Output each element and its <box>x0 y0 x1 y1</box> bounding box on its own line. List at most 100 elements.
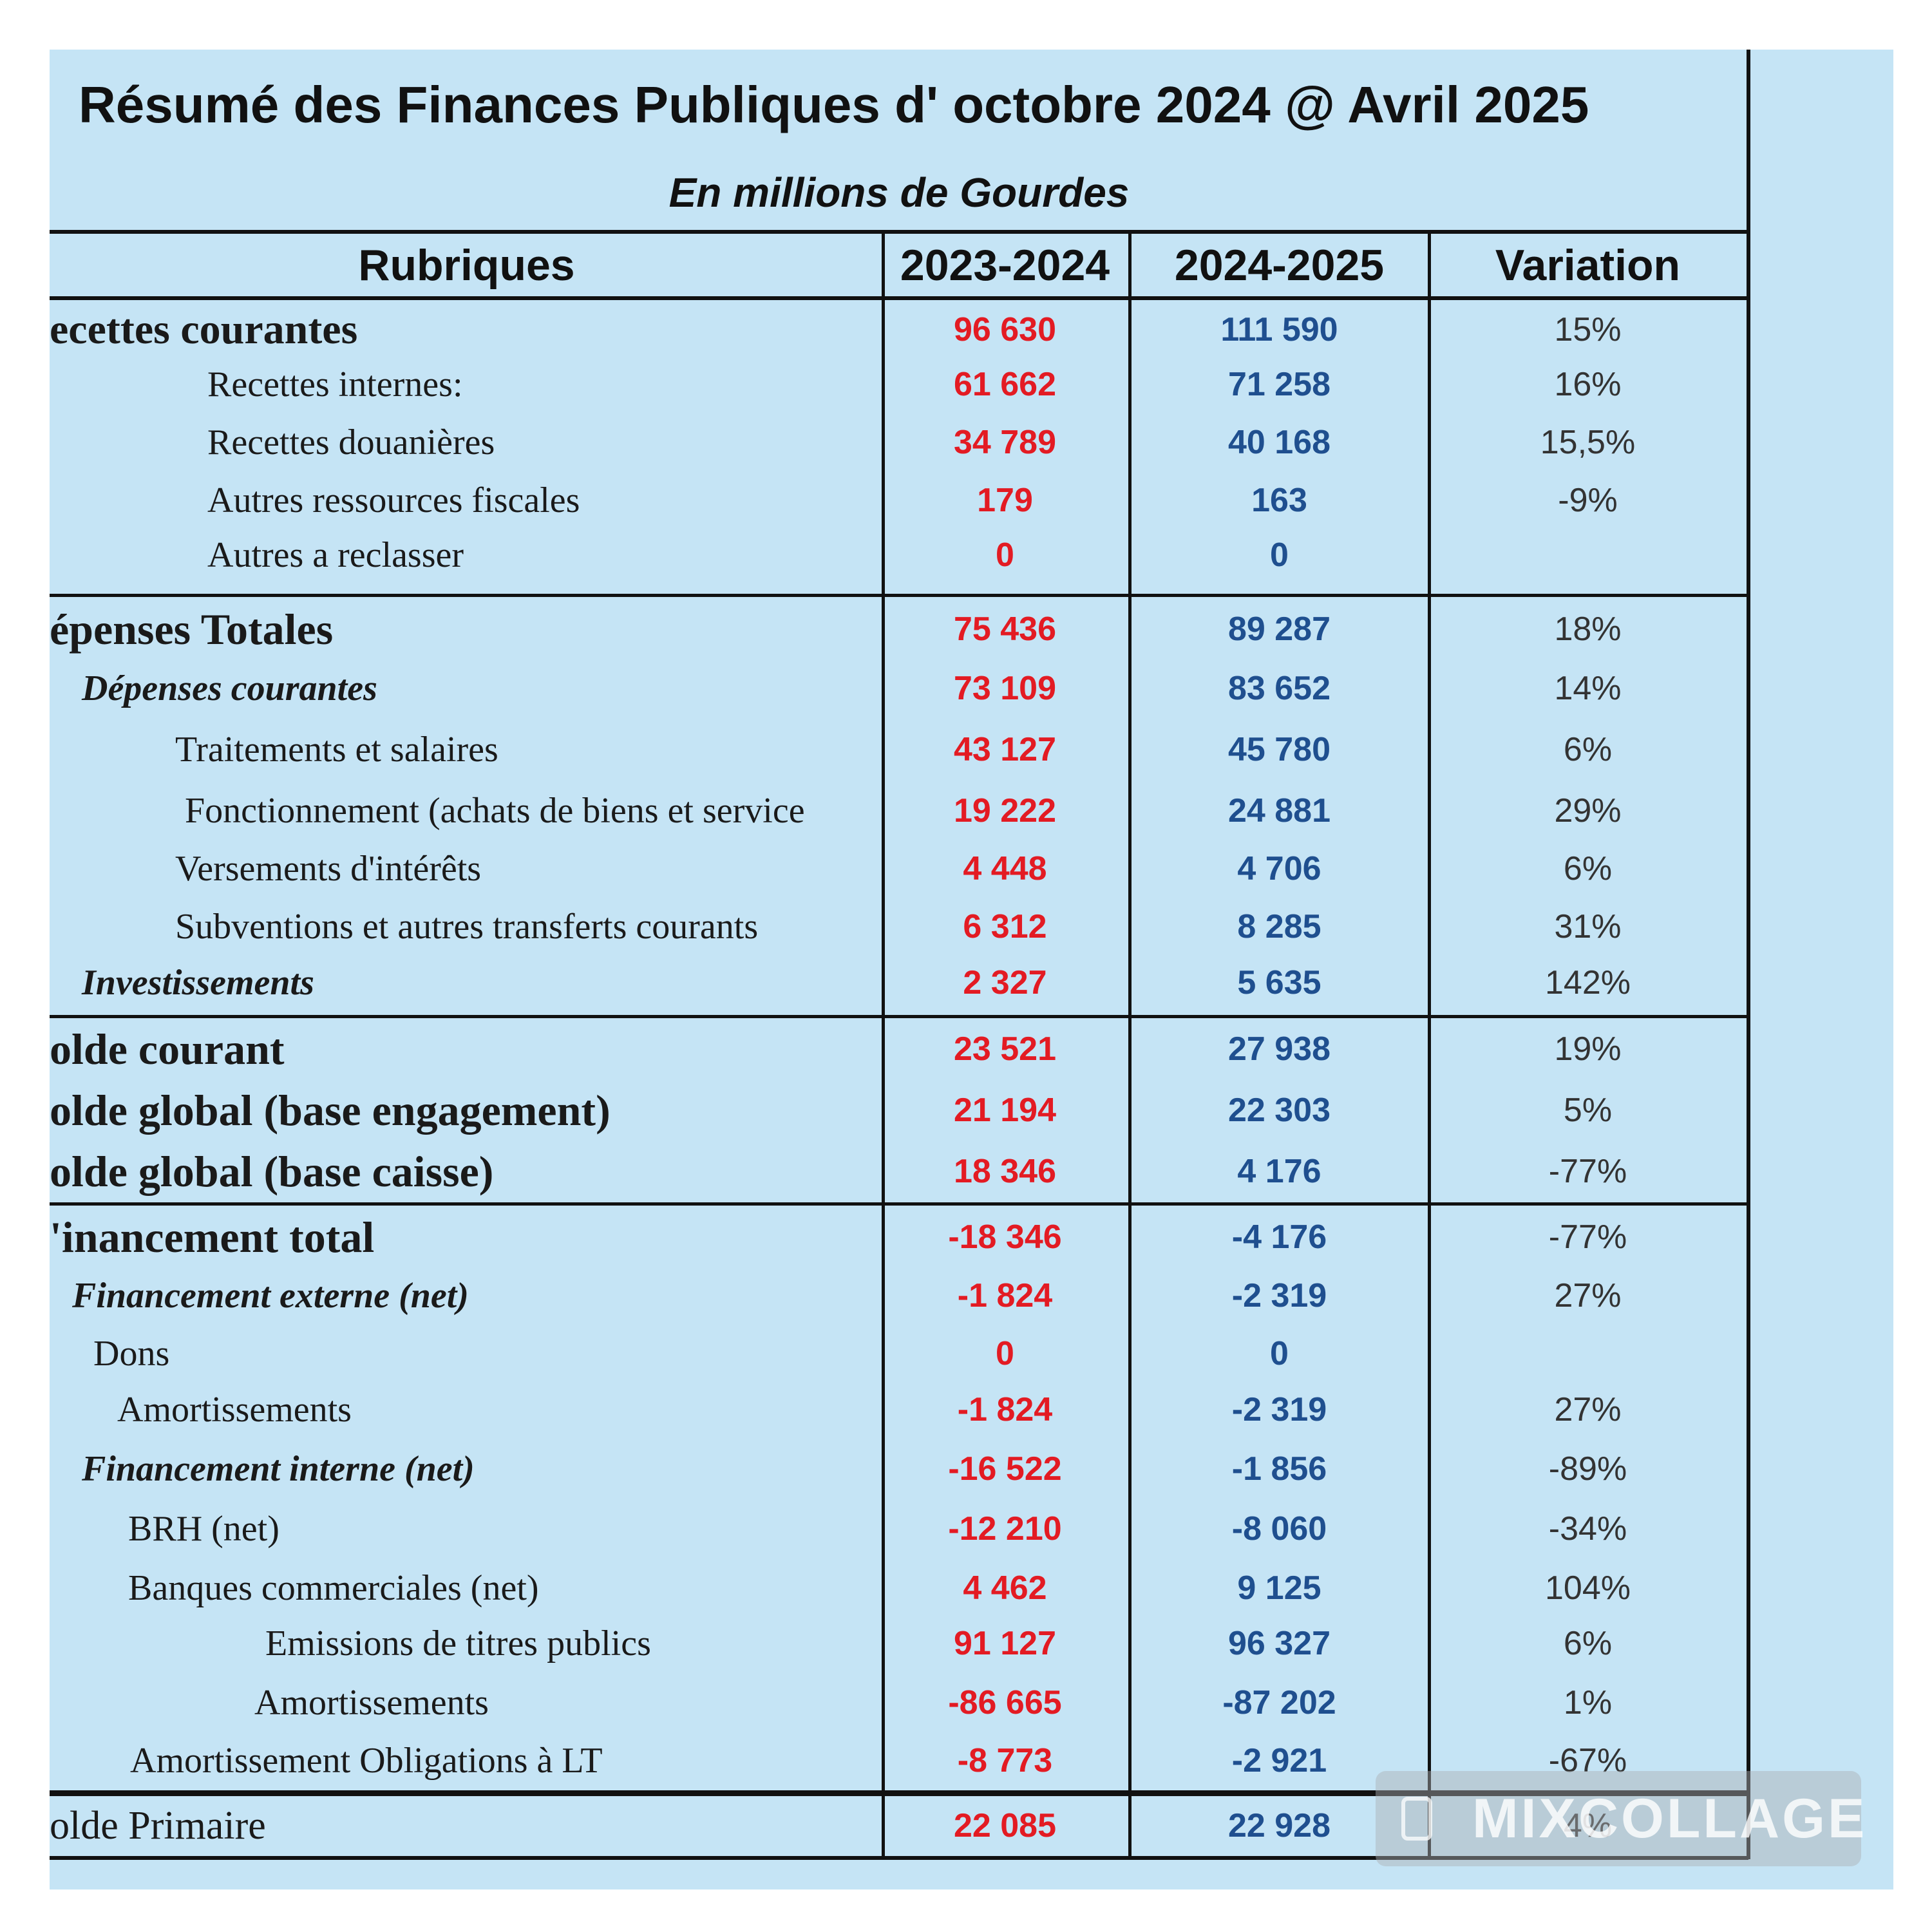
watermark-badge: MIXCOLLAGE <box>1376 1771 1864 1866</box>
value-variation: 6% <box>1563 850 1613 887</box>
row-label: BRH (net) <box>128 1509 279 1549</box>
table-row: Recettes internes: 61 662 71 258 16% <box>50 359 1748 410</box>
value-2023-2024: 75 436 <box>953 611 1057 648</box>
document-background: Résumé des Finances Publiques d' octobre… <box>50 50 1893 1889</box>
row-label: ecettes courantes <box>50 306 358 353</box>
value-2023-2024: -86 665 <box>948 1684 1062 1721</box>
header-2024-2025: 2024-2025 <box>1174 241 1385 290</box>
row-label: 'inancement total <box>50 1213 375 1262</box>
table-row: Autres a reclasser 0 0 <box>50 529 1748 581</box>
rule-section-1 <box>50 594 1748 597</box>
value-2023-2024: -18 346 <box>948 1218 1062 1256</box>
value-2024-2025: 4 176 <box>1237 1153 1321 1190</box>
row-label: Autres ressources fiscales <box>207 480 580 520</box>
value-2023-2024: -1 824 <box>957 1391 1053 1428</box>
rule-section-3 <box>50 1202 1748 1206</box>
table-row: olde courant 23 521 27 938 19% <box>50 1019 1748 1080</box>
value-2024-2025: 8 285 <box>1237 908 1321 945</box>
value-variation: 4% <box>1563 1807 1613 1844</box>
table-row: Traitements et salaires 43 127 45 780 6% <box>50 723 1748 777</box>
value-variation: -77% <box>1548 1218 1627 1256</box>
row-label: Dons <box>93 1334 170 1374</box>
value-variation: 27% <box>1554 1391 1622 1428</box>
row-label: Recettes douanières <box>207 422 495 462</box>
row-label: olde global (base caisse) <box>50 1147 494 1196</box>
value-2024-2025: 96 327 <box>1227 1625 1331 1662</box>
value-variation: 14% <box>1554 670 1622 707</box>
row-label: Amortissements <box>117 1390 352 1430</box>
rule-section-2 <box>50 1015 1748 1018</box>
rule-top <box>50 230 1748 234</box>
value-2023-2024: -16 522 <box>948 1450 1062 1488</box>
row-label: Amortissements <box>254 1683 489 1723</box>
value-variation: 142% <box>1545 964 1631 1001</box>
rule-header-bottom <box>50 296 1748 300</box>
table-row: Autres ressources fiscales 179 163 -9% <box>50 475 1748 526</box>
table-row: Versements d'intérêts 4 448 4 706 6% <box>50 842 1748 896</box>
value-2023-2024: 34 789 <box>953 424 1057 461</box>
value-variation: 16% <box>1554 366 1622 403</box>
page-title: Résumé des Finances Publiques d' octobre… <box>79 76 1589 133</box>
col-divider-3 <box>1428 230 1431 1859</box>
value-2023-2024: 18 346 <box>953 1153 1057 1190</box>
row-label: Financement interne (net) <box>82 1449 475 1489</box>
rule-section-4 <box>50 1790 1748 1796</box>
value-2023-2024: 4 462 <box>963 1569 1047 1607</box>
table-row: Fonctionnement (achats de biens et servi… <box>50 784 1748 838</box>
value-2023-2024: 19 222 <box>953 792 1057 829</box>
value-2023-2024: 96 630 <box>953 311 1057 348</box>
value-variation: -9% <box>1558 482 1618 519</box>
value-variation: 6% <box>1563 1625 1613 1662</box>
row-label: Autres a reclasser <box>207 535 464 575</box>
row-label: Fonctionnement (achats de biens et servi… <box>185 791 805 831</box>
value-2023-2024: 23 521 <box>953 1030 1057 1068</box>
row-label: Versements d'intérêts <box>175 849 482 889</box>
table-row: Dons 0 0 <box>50 1327 1748 1381</box>
value-2024-2025: -2 319 <box>1231 1277 1327 1314</box>
value-2024-2025: 163 <box>1251 482 1307 519</box>
value-variation: -77% <box>1548 1153 1627 1190</box>
value-2024-2025: 83 652 <box>1227 670 1331 707</box>
value-variation: -34% <box>1548 1510 1627 1548</box>
table-row: 'inancement total -18 346 -4 176 -77% <box>50 1207 1748 1268</box>
rule-bottom <box>50 1856 1748 1860</box>
table-row: olde global (base caisse) 18 346 4 176 -… <box>50 1141 1748 1202</box>
table-row: olde global (base engagement) 21 194 22 … <box>50 1080 1748 1141</box>
value-variation: 31% <box>1554 908 1622 945</box>
value-variation: 15,5% <box>1540 424 1636 461</box>
value-2024-2025: 0 <box>1270 1335 1289 1372</box>
row-label: olde courant <box>50 1025 285 1074</box>
value-variation: -67% <box>1548 1742 1627 1779</box>
value-2023-2024: 43 127 <box>953 731 1057 768</box>
value-2023-2024: 4 448 <box>963 850 1047 887</box>
value-variation: -89% <box>1548 1450 1627 1488</box>
value-2024-2025: 5 635 <box>1237 964 1321 1001</box>
table-row: Financement externe (net) -1 824 -2 319 … <box>50 1269 1748 1323</box>
value-2024-2025: 45 780 <box>1227 731 1331 768</box>
value-variation: 19% <box>1554 1030 1622 1068</box>
value-2023-2024: 2 327 <box>963 964 1047 1001</box>
value-variation: 1% <box>1563 1684 1613 1721</box>
value-variation: 27% <box>1554 1277 1622 1314</box>
value-2023-2024: -12 210 <box>948 1510 1062 1548</box>
value-2024-2025: 27 938 <box>1227 1030 1331 1068</box>
value-2024-2025: -87 202 <box>1222 1684 1336 1721</box>
collage-icon <box>1401 1797 1432 1841</box>
value-variation: 5% <box>1563 1092 1613 1129</box>
row-label: Investissements <box>82 963 314 1003</box>
table-row: Subventions et autres transferts courant… <box>50 900 1748 954</box>
value-2024-2025: 71 258 <box>1227 366 1331 403</box>
value-2024-2025: 40 168 <box>1227 424 1331 461</box>
value-2023-2024: 61 662 <box>953 366 1057 403</box>
value-2024-2025: 9 125 <box>1237 1569 1321 1607</box>
value-2024-2025: 89 287 <box>1227 611 1331 648</box>
row-label: Dépenses courantes <box>82 668 377 708</box>
table-row: Emissions de titres publics 91 127 96 32… <box>50 1616 1748 1671</box>
value-2024-2025: -4 176 <box>1231 1218 1327 1256</box>
row-label: Banques commerciales (net) <box>128 1568 539 1608</box>
value-2023-2024: 22 085 <box>953 1807 1057 1844</box>
row-label: Recettes internes: <box>207 365 463 404</box>
table-row: Amortissements -86 665 -87 202 1% <box>50 1676 1748 1730</box>
value-2023-2024: 179 <box>977 482 1033 519</box>
value-2024-2025: 4 706 <box>1237 850 1321 887</box>
